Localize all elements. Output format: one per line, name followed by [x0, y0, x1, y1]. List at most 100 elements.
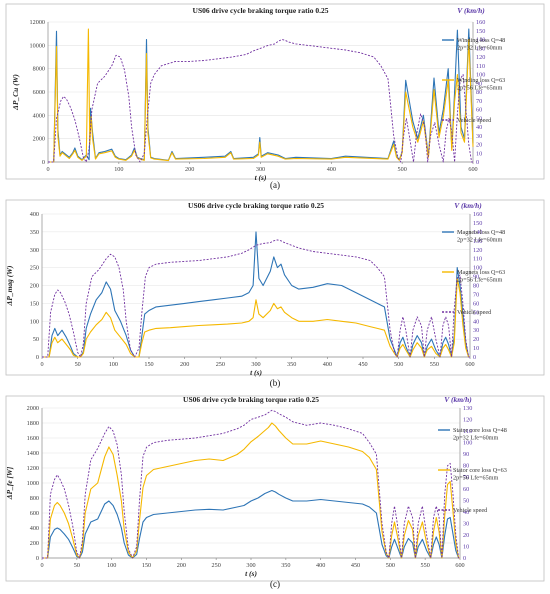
x-tick-label: 50	[75, 361, 81, 368]
legend-entry-1: Stator core loss Q=48 2p=32 Lfe=60mm	[453, 427, 507, 442]
y2-tick-label: 30	[463, 520, 469, 527]
y-tick-label: 0	[42, 159, 45, 166]
y2-axis-label: V (km/h)	[457, 6, 485, 15]
y2-tick-label: 40	[473, 318, 479, 325]
x-tick-label: 450	[351, 562, 360, 569]
y2-tick-label: 120	[476, 54, 485, 61]
y-tick-label: 1600	[27, 435, 39, 442]
x-tick-label: 100	[114, 166, 123, 173]
y2-tick-label: 140	[473, 229, 482, 236]
chart-panel-3: US06 drive cycle braking torque ratio 0.…	[5, 395, 545, 582]
x-tick-label: 550	[421, 562, 430, 569]
legend-entry-1: Winding loss Q=48 2p=32 Lfe=60mm	[457, 37, 505, 52]
y-axis-label: ΔP_Cu (W)	[11, 74, 20, 111]
legend-entry-2: Winding loss Q=63 2p=56 Lfe=65mm	[457, 77, 505, 92]
y2-tick-label: 70	[476, 98, 482, 105]
x-tick-label: 400	[323, 361, 332, 368]
y2-tick-label: 50	[476, 115, 482, 122]
y-tick-label: 1000	[27, 480, 39, 487]
y2-tick-label: 20	[476, 142, 482, 149]
x-tick-label: 200	[185, 166, 194, 173]
x-tick-label: 250	[212, 562, 221, 569]
y-tick-label: 400	[30, 211, 39, 218]
y2-tick-label: 20	[473, 336, 479, 343]
y2-tick-label: 10	[476, 150, 482, 157]
series-line-1	[42, 489, 460, 559]
panel-frame	[5, 395, 545, 582]
x-axis-label: t (s)	[245, 569, 257, 578]
y2-tick-label: 110	[473, 256, 482, 263]
x-tick-label: 250	[216, 361, 225, 368]
y2-tick-label: 60	[463, 486, 469, 493]
x-axis-label: t (s)	[250, 368, 262, 377]
y2-tick-label: 150	[476, 28, 485, 35]
y-axis-label: ΔP_mag (W)	[5, 265, 14, 306]
y2-tick-label: 110	[476, 63, 485, 70]
legend-entry-3: Vehicle speed	[457, 309, 492, 316]
panel-caption: (b)	[270, 378, 281, 388]
y2-tick-label: 160	[473, 211, 482, 218]
series-line-3	[42, 409, 460, 559]
legend-entry-2: Magnets loss Q=63 2p=56 Lfe=65mm	[457, 269, 505, 284]
y2-tick-label: 120	[473, 247, 482, 254]
y-tick-label: 6000	[33, 89, 45, 96]
y-tick-label: 1800	[27, 420, 39, 427]
legend-entry-1: Magnets loss Q=48 2p=32 Lfe=60mm	[457, 229, 505, 244]
x-tick-label: 100	[109, 361, 118, 368]
y-tick-label: 150	[30, 300, 39, 307]
chart-title: US06 drive cycle braking torque ratio 0.…	[193, 6, 329, 15]
y2-tick-label: 30	[476, 133, 482, 140]
y-tick-label: 12000	[30, 19, 45, 26]
chart-panel-1: US06 drive cycle braking torque ratio 0.…	[5, 3, 545, 182]
series-line-2	[42, 277, 470, 358]
x-tick-label: 0	[46, 166, 49, 173]
x-tick-label: 300	[256, 166, 265, 173]
legend-entry-3: Vehicle speed	[457, 117, 492, 124]
x-tick-label: 200	[180, 361, 189, 368]
x-tick-label: 300	[251, 361, 260, 368]
chart-title: US06 drive cycle braking torque ratio 0.…	[183, 395, 319, 404]
x-tick-label: 150	[144, 361, 153, 368]
y2-tick-label: 150	[473, 220, 482, 227]
x-tick-label: 50	[74, 562, 80, 569]
y-tick-label: 8000	[33, 66, 45, 73]
chart-panel-2: US06 drive cycle braking torque ratio 0.…	[5, 199, 545, 377]
y2-tick-label: 100	[463, 440, 472, 447]
y-axis-label: ΔP_fe [W]	[5, 466, 14, 500]
panel-caption: (c)	[270, 579, 280, 589]
y2-tick-label: 60	[473, 300, 479, 307]
x-tick-label: 500	[394, 361, 403, 368]
y-tick-label: 50	[33, 336, 39, 343]
y-tick-label: 4000	[33, 112, 45, 119]
y-tick-label: 10000	[30, 42, 45, 49]
y2-tick-label: 30	[473, 327, 479, 334]
panel-frame	[5, 199, 545, 376]
x-tick-label: 150	[142, 562, 151, 569]
y2-tick-label: 130	[473, 238, 482, 245]
series-line-3	[48, 39, 473, 163]
y2-tick-label: 50	[463, 497, 469, 504]
x-tick-label: 500	[386, 562, 395, 569]
x-tick-label: 600	[468, 166, 477, 173]
y-tick-label: 2000	[33, 136, 45, 143]
y2-tick-label: 160	[476, 19, 485, 26]
legend-entry-2: Stator core loss Q=63 2p=56 Lfe=65mm	[453, 467, 507, 482]
y-tick-label: 2000	[27, 405, 39, 412]
y2-tick-label: 100	[476, 72, 485, 79]
y2-tick-label: 0	[473, 354, 476, 361]
x-tick-label: 550	[430, 361, 439, 368]
y-tick-label: 200	[30, 540, 39, 547]
y2-tick-label: 110	[463, 428, 472, 435]
y2-tick-label: 80	[463, 463, 469, 470]
x-tick-label: 200	[177, 562, 186, 569]
y2-tick-label: 70	[473, 291, 479, 298]
series-line-3	[42, 239, 470, 358]
y-tick-label: 1200	[27, 465, 39, 472]
y2-tick-label: 80	[473, 283, 479, 290]
x-tick-label: 400	[327, 166, 336, 173]
x-axis-label: t (s)	[255, 173, 267, 182]
x-tick-label: 350	[281, 562, 290, 569]
y2-tick-label: 130	[463, 405, 472, 412]
y2-tick-label: 40	[463, 509, 469, 516]
